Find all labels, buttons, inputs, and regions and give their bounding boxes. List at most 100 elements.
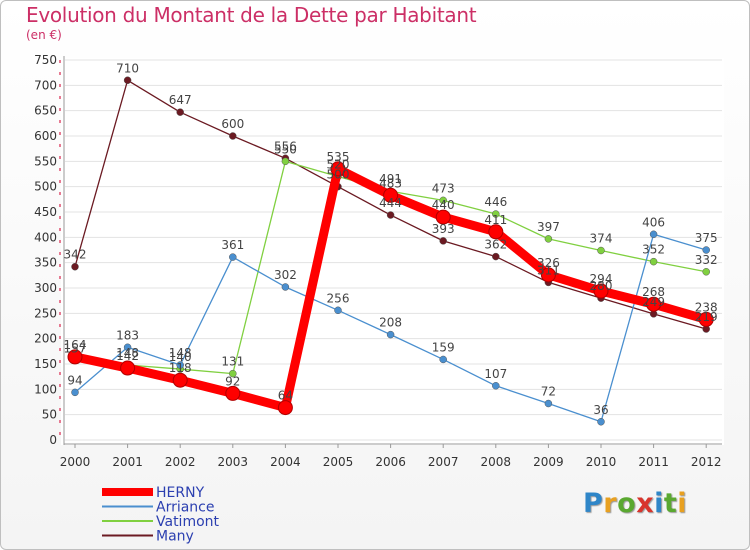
logo-letter: i — [654, 488, 664, 519]
x-tick-label: 2008 — [481, 455, 512, 469]
data-label: 280 — [590, 279, 613, 293]
data-label: 238 — [695, 300, 718, 314]
data-label: 710 — [116, 61, 139, 75]
data-point — [488, 224, 504, 240]
data-point — [172, 372, 188, 388]
data-label: 183 — [116, 328, 139, 342]
plot-area — [61, 58, 724, 445]
data-point — [123, 343, 132, 352]
data-label: 397 — [537, 220, 560, 234]
data-label: 256 — [327, 291, 350, 305]
data-label: 600 — [221, 117, 244, 131]
data-label: 92 — [225, 374, 240, 388]
data-point — [702, 268, 710, 276]
y-tick-label: 350 — [34, 256, 57, 270]
data-point — [593, 283, 609, 299]
y-tick-label: 50 — [42, 408, 57, 422]
data-point — [544, 399, 553, 408]
y-tick-label: 450 — [34, 205, 57, 219]
data-point — [698, 311, 714, 327]
data-point — [439, 196, 447, 205]
data-label: 550 — [274, 142, 297, 156]
logo-letter: t — [663, 488, 678, 519]
proxiti-logo: Proxiti — [583, 488, 687, 519]
data-point — [540, 267, 556, 283]
data-point — [492, 252, 500, 261]
data-label: 140 — [169, 350, 192, 364]
data-label: 342 — [64, 248, 87, 262]
data-label: 535 — [327, 150, 350, 164]
data-label: 72 — [541, 385, 556, 399]
chart-title: Evolution du Montant de la Dette par Hab… — [26, 3, 477, 27]
y-tick-label: 200 — [34, 332, 57, 346]
y-tick-label: 750 — [34, 53, 57, 67]
data-label: 446 — [484, 195, 507, 209]
x-tick-label: 2002 — [165, 455, 196, 469]
y-tick-label: 300 — [34, 281, 57, 295]
data-point — [386, 330, 395, 339]
data-point — [281, 283, 290, 291]
data-point — [281, 157, 290, 166]
data-label: 159 — [432, 340, 455, 354]
chart-subtitle: (en €) — [26, 28, 62, 42]
y-tick-label: 600 — [34, 129, 57, 143]
y-tick-label: 100 — [34, 382, 57, 396]
x-tick-label: 2003 — [218, 455, 249, 469]
legend-label: Vatimont — [156, 514, 220, 530]
y-tick-label: 700 — [34, 78, 57, 92]
data-label: 148 — [169, 346, 192, 360]
series-herny — [67, 161, 714, 416]
data-point — [492, 210, 500, 218]
data-label: 249 — [642, 295, 665, 309]
data-point — [702, 246, 710, 254]
x-tick-label: 2005 — [323, 455, 354, 469]
data-point — [597, 246, 605, 255]
data-point — [71, 388, 79, 397]
data-point — [649, 257, 658, 266]
data-label: 406 — [642, 215, 665, 229]
logo-letter: x — [636, 488, 655, 519]
logo-letter: P — [583, 488, 604, 519]
data-point — [386, 211, 395, 219]
y-tick-label: 400 — [34, 230, 57, 244]
data-point — [334, 306, 342, 315]
data-label: 491 — [379, 172, 402, 186]
data-point — [67, 349, 83, 365]
data-label: 332 — [695, 253, 718, 267]
data-label: 556 — [274, 139, 297, 153]
data-label: 375 — [695, 231, 718, 245]
data-label: 311 — [537, 263, 560, 277]
data-point — [123, 76, 132, 85]
data-label: 36 — [593, 403, 608, 417]
data-label: 142 — [116, 349, 139, 363]
y-tick-label: 0 — [49, 433, 57, 447]
data-label: 393 — [432, 222, 455, 236]
data-label: 302 — [274, 268, 297, 282]
data-point — [229, 253, 237, 261]
legend-label: HERNY — [156, 485, 205, 501]
y-tick-label: 500 — [34, 180, 57, 194]
data-point — [176, 108, 184, 116]
data-point — [646, 296, 662, 312]
data-label: 440 — [432, 198, 455, 212]
data-label: 362 — [484, 238, 507, 252]
data-label: 94 — [67, 373, 82, 387]
data-point — [439, 355, 447, 364]
legend-label: Arriance — [156, 500, 215, 516]
data-label: 361 — [221, 238, 244, 252]
logo-letter: i — [677, 488, 688, 519]
data-point — [439, 237, 447, 245]
data-point — [544, 235, 553, 243]
x-tick-label: 2004 — [270, 455, 301, 469]
data-label: 520 — [327, 158, 350, 172]
data-point — [492, 382, 500, 390]
y-tick-label: 550 — [34, 154, 57, 168]
data-point — [176, 361, 184, 369]
data-point — [597, 418, 605, 426]
x-tick-label: 2001 — [112, 455, 143, 469]
data-label: 64 — [278, 389, 293, 403]
data-label: 411 — [484, 213, 507, 227]
data-label: 164 — [64, 338, 87, 352]
data-label: 647 — [169, 93, 192, 107]
